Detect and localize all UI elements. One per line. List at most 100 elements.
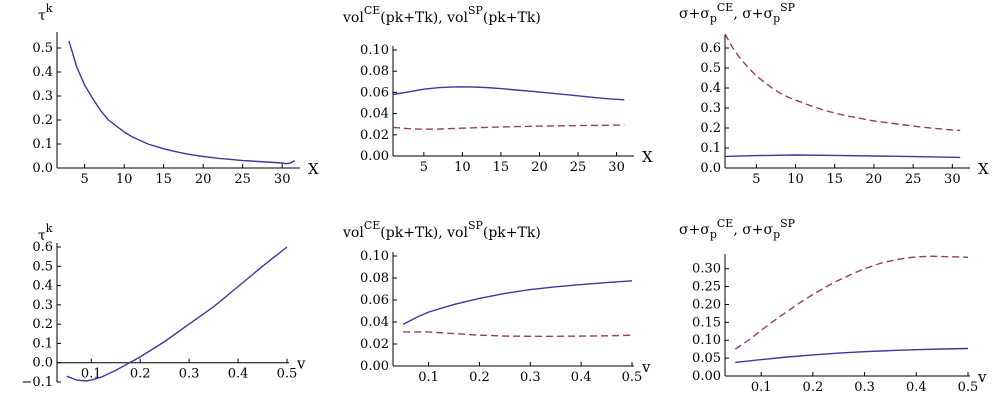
y-tick-label: −0.1 xyxy=(21,375,53,390)
title-part: (pk+Tk), xyxy=(380,225,447,241)
x-tick-label: 0.2 xyxy=(130,367,151,382)
x-tick-label: 0.1 xyxy=(751,380,772,395)
title-part: τ xyxy=(38,228,46,244)
title-part: σ+σ xyxy=(742,222,773,238)
y-tick-label: 0.04 xyxy=(360,107,389,122)
y-tick-label: 0.6 xyxy=(32,240,53,255)
title-part: , xyxy=(733,222,742,238)
title-part: CE xyxy=(364,4,380,17)
y-tick-label: 0.02 xyxy=(360,337,389,352)
y-tick-label: 0.10 xyxy=(692,333,721,348)
title-part: (pk+Tk) xyxy=(483,225,541,241)
title-part: p xyxy=(710,12,717,25)
title-part: τ xyxy=(38,8,46,24)
y-tick-label: 0.10 xyxy=(360,43,389,58)
x-tick-label: 20 xyxy=(195,172,212,187)
y-tick-label: 0.4 xyxy=(32,279,53,294)
y-tick-label: 0.00 xyxy=(360,149,389,164)
y-tick-label: 0.10 xyxy=(360,249,389,264)
title-part: SP xyxy=(780,217,796,230)
y-tick-label: 0.05 xyxy=(692,351,721,366)
x-tick-label: 15 xyxy=(493,160,510,175)
title-part: k xyxy=(46,2,53,15)
x-tick-label: 30 xyxy=(274,172,291,187)
title-part: SP xyxy=(780,1,796,14)
title-part: CE xyxy=(364,219,380,232)
chart-vol-vs-v: volCE(pk+Tk), volSP(pk+Tk)0.000.020.040.… xyxy=(342,219,651,385)
x-axis-label: v xyxy=(641,358,651,376)
x-tick-label: 0.3 xyxy=(179,367,200,382)
x-tick-label: 5 xyxy=(81,172,89,187)
series-line-solid xyxy=(66,246,288,382)
chart-vol-vs-X: volCE(pk+Tk), volSP(pk+Tk)0.000.020.040.… xyxy=(342,4,653,175)
series-line-solid xyxy=(735,347,969,364)
x-tick-label: 30 xyxy=(608,160,625,175)
y-tick-label: 0.1 xyxy=(32,137,53,152)
y-tick-label: 0.5 xyxy=(32,259,53,274)
series-line-dashed xyxy=(403,331,633,337)
y-tick-label: 0.4 xyxy=(32,65,53,80)
chart-title: volCE(pk+Tk), volSP(pk+Tk) xyxy=(342,4,541,26)
y-tick-label: 0.0 xyxy=(700,161,721,176)
y-tick-label: 0.08 xyxy=(360,64,389,79)
x-tick-label: 0.4 xyxy=(571,370,592,385)
y-tick-label: 0.04 xyxy=(360,315,389,330)
series-line-dashed xyxy=(734,255,969,350)
chart-tau-vs-v: τk−0.10.00.10.20.30.40.50.60.1 0.2 0.3 0.4 0… xyxy=(21,222,306,390)
x-tick-label: 0.4 xyxy=(906,380,927,395)
series-line-dashed xyxy=(392,124,625,130)
chart-title: τk xyxy=(38,222,53,244)
title-part: σ+σ xyxy=(742,6,773,22)
x-tick-label: 10 xyxy=(787,172,804,187)
x-tick-label: 0.2 xyxy=(469,370,490,385)
y-tick-label: 0.5 xyxy=(700,61,721,76)
title-part: p xyxy=(773,12,780,25)
y-tick-label: 0.4 xyxy=(700,81,721,96)
x-tick-label: 0.4 xyxy=(228,367,249,382)
y-tick-label: 0.06 xyxy=(360,85,389,100)
title-part: (pk+Tk), xyxy=(380,10,447,26)
chart-title: volCE(pk+Tk), volSP(pk+Tk) xyxy=(342,219,541,241)
title-part: SP xyxy=(468,219,484,232)
x-axis-label: X xyxy=(308,160,319,178)
title-part: p xyxy=(773,228,780,241)
x-tick-label: 5 xyxy=(420,160,428,175)
series-line-dashed xyxy=(724,33,961,132)
x-axis-label: X xyxy=(642,148,653,166)
chart-title: σ+σpCE, σ+σpSP xyxy=(679,1,796,25)
x-tick-label: 15 xyxy=(826,172,843,187)
y-tick-label: 0.20 xyxy=(692,297,721,312)
y-tick-label: 0.2 xyxy=(700,121,721,136)
series-line-solid xyxy=(724,154,961,159)
title-part: k xyxy=(46,222,53,235)
y-tick-label: 0.3 xyxy=(32,298,53,313)
y-tick-label: 0.2 xyxy=(32,113,53,128)
x-tick-label: 5 xyxy=(752,172,760,187)
y-tick-label: 0.6 xyxy=(700,41,721,56)
x-tick-label: 0.5 xyxy=(622,370,643,385)
title-part: CE xyxy=(717,1,733,14)
title-part: vol xyxy=(446,10,468,26)
x-tick-label: 0.3 xyxy=(520,370,541,385)
series-line-solid xyxy=(402,280,633,325)
x-tick-label: 0.2 xyxy=(803,380,824,395)
series-line-solid xyxy=(68,40,296,165)
title-part: σ+σ xyxy=(679,222,710,238)
x-axis-label: v xyxy=(296,355,306,373)
title-part: vol xyxy=(342,225,364,241)
x-tick-label: 10 xyxy=(454,160,471,175)
y-tick-label: 0.02 xyxy=(360,128,389,143)
title-part: σ+σ xyxy=(679,6,710,22)
title-part: , xyxy=(733,6,742,22)
chart-tau-vs-X: τk 0.0 0.1 0.2 0.3 0.4 0.5 5 10 15 20 25 30 X xyxy=(32,2,319,187)
y-tick-label: 0.1 xyxy=(32,336,53,351)
x-tick-label: 30 xyxy=(944,172,961,187)
chart-title: σ+σpCE, σ+σpSP xyxy=(679,217,796,241)
y-tick-label: 0.06 xyxy=(360,293,389,308)
chart-sigma-vs-v: σ+σpCE, σ+σpSP0.000.050.100.150.200.250.… xyxy=(679,217,987,395)
title-part: (pk+Tk) xyxy=(483,10,541,26)
y-tick-label: 0.25 xyxy=(692,280,721,295)
y-tick-label: 0.3 xyxy=(32,89,53,104)
